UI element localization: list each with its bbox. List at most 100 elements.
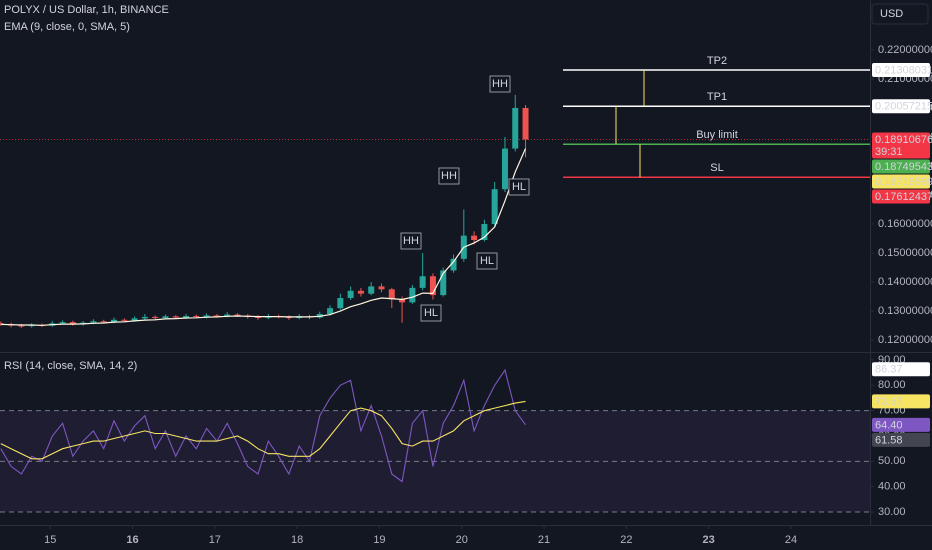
level-name: TP1 xyxy=(707,91,727,103)
y-tick-label: 50.00 xyxy=(878,455,906,467)
candle-body xyxy=(440,270,447,296)
price-label: 0.17612437 xyxy=(875,191,932,203)
price-label-box xyxy=(872,174,930,189)
currency-button[interactable] xyxy=(871,3,929,25)
x-tick-label: 24 xyxy=(785,534,797,546)
candle-body xyxy=(213,315,220,317)
candle-body xyxy=(18,325,25,327)
level-name: SL xyxy=(710,162,723,174)
y-tick-label: 0.14000000 xyxy=(878,276,932,288)
candle-body xyxy=(409,287,416,303)
candle-body xyxy=(429,276,436,296)
x-tick-label: 15 xyxy=(44,534,56,546)
candle-body xyxy=(388,289,395,300)
rsi-label: 73.67 xyxy=(875,396,903,408)
x-tick-label: 23 xyxy=(703,534,715,546)
annotation: HL xyxy=(424,307,438,319)
candle-body xyxy=(131,318,138,321)
candle-body xyxy=(450,258,457,271)
price-label: 0.18910676 xyxy=(875,134,932,146)
x-tick-label: 17 xyxy=(209,534,221,546)
annotation: HH xyxy=(441,170,457,182)
candle-body xyxy=(0,323,4,325)
rsi-label-box xyxy=(872,394,930,409)
y-tick-label: 0.13000000 xyxy=(878,305,932,317)
candle-body xyxy=(522,107,529,140)
rsi-label-box xyxy=(872,417,930,432)
annotation: HL xyxy=(480,255,494,267)
candle-body xyxy=(255,316,262,318)
chart-title: POLYX / US Dollar, 1h, BINANCE xyxy=(4,4,169,16)
rsi-line xyxy=(0,400,526,460)
annotation: HH xyxy=(403,235,419,247)
candle-body xyxy=(501,148,508,190)
candle-body xyxy=(110,319,117,323)
candle-body xyxy=(378,286,385,290)
y-tick-label: 0.16000000 xyxy=(878,218,932,230)
annotation-box xyxy=(476,252,498,270)
candle-body xyxy=(347,290,354,299)
candle-body xyxy=(90,321,97,323)
level-name: Buy limit xyxy=(696,129,738,141)
annotation-box xyxy=(508,178,530,196)
price-label: 0.18719599 xyxy=(875,176,932,188)
candle-body xyxy=(100,321,107,323)
annotation-box xyxy=(489,75,511,93)
annotation: HL xyxy=(512,181,526,193)
candle-body xyxy=(471,235,478,240)
annotation: HH xyxy=(492,78,508,90)
price-label: 0.20057215 xyxy=(875,101,932,113)
annotation-box xyxy=(438,167,460,185)
candle-body xyxy=(491,189,498,225)
candle-body xyxy=(234,314,241,316)
candle-body xyxy=(512,107,519,149)
candle-body xyxy=(193,316,200,318)
x-tick-label: 19 xyxy=(373,534,385,546)
indicator-title: EMA (9, close, 0, SMA, 5) xyxy=(4,21,130,33)
rsi-label: 64.40 xyxy=(875,419,903,431)
rsi-title: RSI (14, close, SMA, 14, 2) xyxy=(4,360,137,372)
annotation-box xyxy=(400,232,422,250)
price-label-box xyxy=(872,99,930,114)
candle-body xyxy=(399,299,406,303)
price-label-box xyxy=(872,189,930,204)
candle-body xyxy=(162,316,169,319)
price-label-box xyxy=(872,132,930,159)
currency[interactable]: USD xyxy=(880,8,903,20)
candle-body xyxy=(337,298,344,309)
candle-body xyxy=(419,276,426,288)
y-tick-label: 0.22000000 xyxy=(878,44,932,56)
y-tick-label: 30.00 xyxy=(878,506,906,518)
x-tick-label: 16 xyxy=(126,534,138,546)
y-tick-label: 40.00 xyxy=(878,481,906,493)
level-name: TP2 xyxy=(707,55,727,67)
candle-body xyxy=(203,315,210,317)
rsi-label: 61.58 xyxy=(875,434,903,446)
candle-body xyxy=(69,322,76,325)
candle-body xyxy=(141,316,148,319)
candle-body xyxy=(327,308,334,314)
price-label-box xyxy=(872,62,930,77)
candle-body xyxy=(59,322,66,324)
candle-body xyxy=(121,319,128,321)
candle-body xyxy=(368,286,375,294)
rsi-label-box xyxy=(872,362,930,377)
x-tick-label: 21 xyxy=(538,534,550,546)
rsi-line xyxy=(0,368,526,483)
y-tick-label: 80.00 xyxy=(878,379,906,391)
candle-body xyxy=(172,316,179,318)
price-label: 0.18749543 xyxy=(875,161,932,173)
y-tick-label: 0.12000000 xyxy=(878,334,932,346)
x-tick-label: 20 xyxy=(456,534,468,546)
candle-body xyxy=(357,290,364,294)
candle-body xyxy=(183,316,190,318)
countdown: 39:31 xyxy=(875,146,903,158)
y-tick-label: 0.15000000 xyxy=(878,247,932,259)
annotation-box xyxy=(420,304,442,322)
candle-body xyxy=(224,314,231,317)
price-label: 0.21308031 xyxy=(875,64,932,76)
x-tick-label: 18 xyxy=(291,534,303,546)
